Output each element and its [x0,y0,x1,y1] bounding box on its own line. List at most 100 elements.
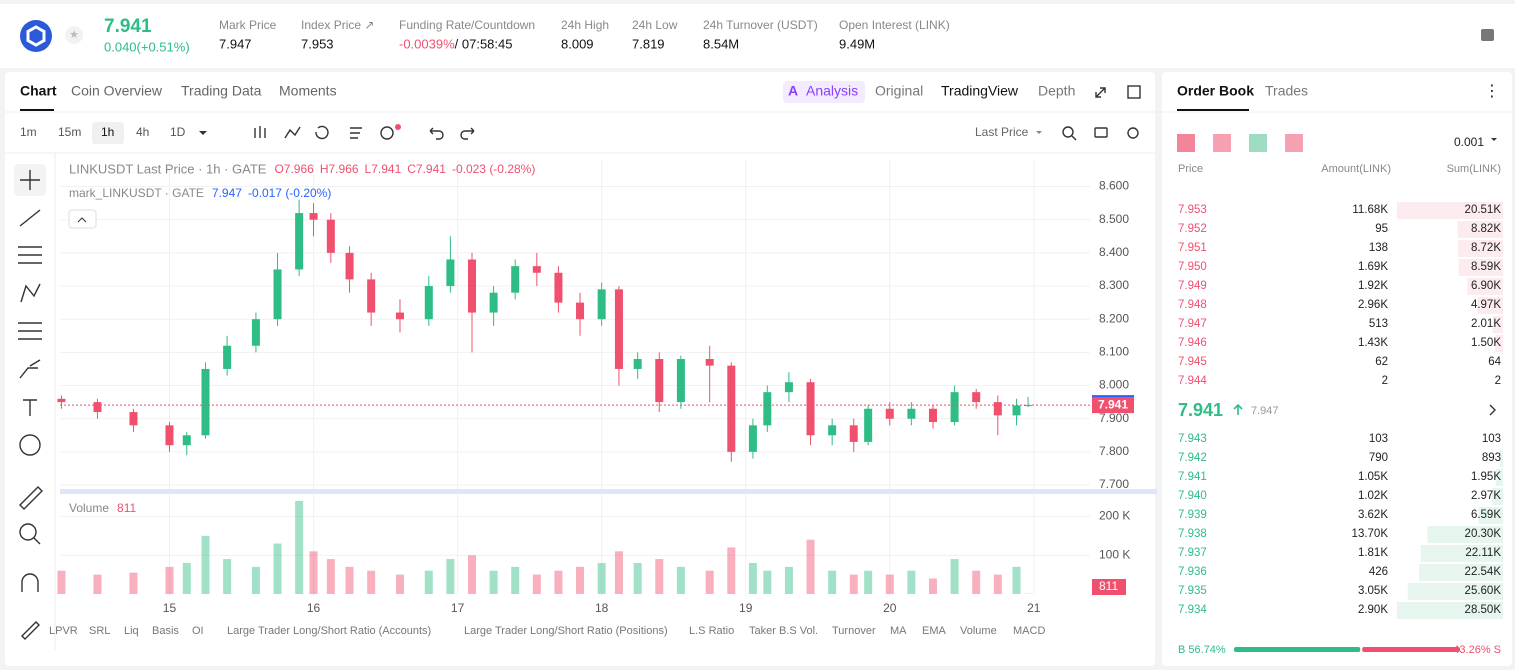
book-price[interactable]: 7.940 [1178,490,1207,502]
indicator[interactable]: Volume [960,625,997,637]
book-price[interactable]: 7.948 [1178,299,1207,311]
book-price[interactable]: 7.943 [1178,433,1207,445]
view-tab[interactable]: Original [875,83,923,99]
book-price[interactable]: 7.936 [1178,566,1207,578]
indicator[interactable]: LPVR [49,625,78,637]
book-price[interactable]: 7.951 [1178,242,1207,254]
candle-body [57,398,66,403]
book-price[interactable]: 7.945 [1178,356,1207,368]
view-tab[interactable]: Analysis [806,83,858,99]
book-sum: 22.54K [1465,566,1502,578]
depth-view-button[interactable] [1213,134,1231,152]
stat-value: 8.54M [703,36,739,51]
volume-bar [554,570,563,594]
chart-title: LINKUSDT Last Price · 1h · GATE [69,161,267,176]
candle-body [784,382,793,393]
interval[interactable]: 1D [170,125,186,139]
dropdown-icon[interactable] [199,131,207,135]
book-price[interactable]: 7.947 [1178,318,1207,330]
interval[interactable]: 1m [20,125,37,139]
drawing-tools [14,164,46,640]
favorite-button[interactable] [65,26,83,44]
chart-tab[interactable]: Coin Overview [71,83,163,99]
coin-logo[interactable] [20,20,52,52]
settings-icon[interactable] [1481,29,1494,41]
book-price[interactable]: 7.939 [1178,509,1207,521]
volume-bar [446,559,455,594]
candle-body [489,292,498,313]
volume-bar [972,570,981,594]
book-price[interactable]: 7.949 [1178,280,1207,292]
y-tick-label: 8.200 [1099,311,1129,325]
window-icon[interactable] [1127,85,1141,99]
indicator[interactable]: Taker B.S Vol. [749,625,818,637]
book-price[interactable]: 7.938 [1178,528,1207,540]
book-price[interactable]: 7.942 [1178,452,1207,464]
chart-tab[interactable]: Moments [279,83,337,99]
candle-body [309,213,318,220]
book-price[interactable]: 7.935 [1178,585,1207,597]
volume-bar [655,559,664,594]
price-change: 0.040(+0.51%) [104,39,190,54]
view-tab[interactable]: Depth [1038,83,1075,99]
book-price[interactable]: 7.946 [1178,337,1207,349]
indicator[interactable]: MACD [1013,625,1045,637]
view-tab[interactable]: TradingView [941,83,1019,99]
chart-tab[interactable]: Chart [20,83,57,99]
stat-value: 7.947 [219,36,252,51]
indicator[interactable]: Liq [124,625,139,637]
depth-bar [1458,259,1503,276]
depth-bar [1427,526,1503,543]
book-price[interactable]: 7.952 [1178,223,1207,235]
book-price[interactable]: 7.950 [1178,261,1207,273]
volume-bar [928,578,937,594]
indicator[interactable]: MA [890,625,907,637]
book-price[interactable]: 7.937 [1178,547,1207,559]
buy-ratio: B 56.74% [1178,644,1226,656]
dropdown-icon[interactable] [1491,138,1497,141]
chart-tab[interactable]: Trading Data [181,83,262,99]
expand-icon[interactable] [1095,87,1106,98]
interval[interactable]: 1h [101,125,114,139]
precision[interactable]: 0.001 [1454,135,1484,149]
volume-bar [367,570,376,594]
candle-body [828,425,837,436]
indicator[interactable]: L.S Ratio [689,625,734,637]
candle-body [849,425,858,442]
book-sum: 6.59K [1471,509,1501,521]
dropdown-icon[interactable] [1036,131,1042,134]
candle-body [633,358,642,369]
book-tab[interactable]: Order Book [1177,83,1254,99]
book-price[interactable]: 7.941 [1178,471,1207,483]
candle-body [295,213,304,270]
pane-separator [60,489,1157,494]
indicator[interactable]: EMA [922,625,947,637]
depth-bar [1397,602,1503,619]
indicator[interactable]: SRL [89,625,110,637]
volume-tick-label: 100 K [1099,547,1130,561]
candle-body [972,392,981,403]
interval[interactable]: 15m [58,125,81,139]
interval[interactable]: 4h [136,125,149,139]
book-price[interactable]: 7.934 [1178,604,1207,616]
indicator[interactable]: OI [192,625,204,637]
indicator[interactable]: Large Trader Long/Short Ratio (Positions… [464,625,668,637]
book-amount: 2.96K [1358,299,1388,311]
book-sum: 22.11K [1465,547,1501,559]
book-price[interactable]: 7.944 [1178,375,1207,387]
indicator[interactable]: Turnover [832,625,876,637]
book-amount: 62 [1375,356,1388,368]
book-sum: 1.95K [1471,471,1501,483]
book-tab[interactable]: Trades [1265,83,1308,99]
price-source[interactable]: Last Price [975,125,1029,139]
indicator[interactable]: Large Trader Long/Short Ratio (Accounts) [227,625,431,637]
volume-bar [784,566,793,594]
depth-view-button[interactable] [1285,134,1303,152]
indicator[interactable]: Basis [152,625,179,637]
candle-body [763,392,772,426]
chevron[interactable] [1489,404,1496,416]
depth-view-button[interactable] [1177,134,1195,152]
more-icon[interactable]: ⋮ [1484,83,1500,100]
depth-view-button[interactable] [1249,134,1267,152]
book-price[interactable]: 7.953 [1178,204,1207,216]
